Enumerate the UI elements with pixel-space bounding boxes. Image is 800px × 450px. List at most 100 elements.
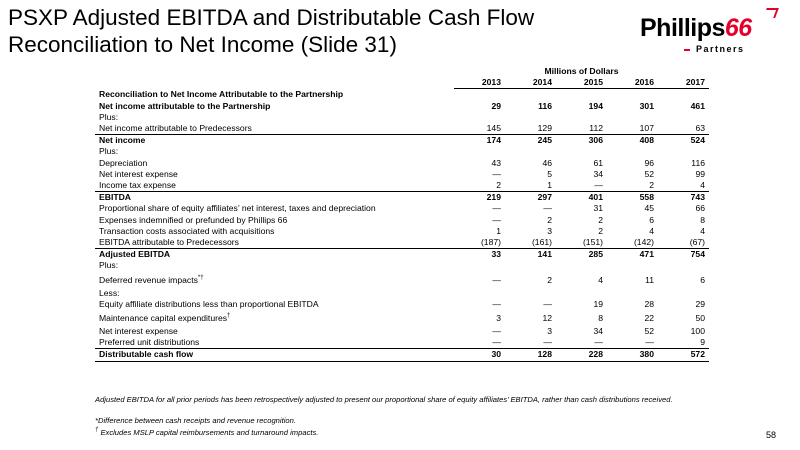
slide-title-line-1: PSXP Adjusted EBITDA and Distributable C… [8, 5, 535, 30]
cell-value: 572 [658, 348, 709, 362]
cell-value: — [492, 203, 501, 214]
table-row: Distributable cash flow 30 128 228 380 572 [95, 348, 709, 362]
cell-value: 8 [598, 313, 603, 324]
cell-value: 12 [542, 313, 552, 324]
table-row: Plus: [95, 146, 709, 157]
logo-subtitle: Partners [696, 44, 745, 54]
cell-value: — [594, 337, 603, 348]
cell-value [658, 146, 709, 157]
cell-value: — [492, 168, 501, 179]
cell-value: 29 [491, 100, 501, 111]
slide-title-line-2: Reconciliation to Net Income (Slide 31) [8, 32, 397, 57]
cell-value: 99 [695, 168, 705, 179]
cell-value: 401 [556, 191, 607, 204]
row-label-text: Plus: [99, 111, 119, 122]
cell-value: — [492, 298, 501, 309]
row-label: Reconciliation to Net Income Attributabl… [95, 89, 454, 101]
cell-value: 116 [538, 100, 552, 111]
cell-value: 107 [639, 123, 654, 133]
row-label: Plus: [95, 112, 454, 123]
table-row: Net income attributable to the Partnersh… [95, 101, 709, 112]
cell-value: 128 [505, 348, 556, 362]
year-header: 2013 [454, 77, 505, 90]
cell-value: 22 [644, 313, 654, 324]
cell-value: 141 [537, 249, 552, 260]
cell-value: 112 [589, 123, 603, 133]
cell-value: 301 [639, 100, 654, 111]
cell-value: 61 [593, 157, 603, 168]
cell-value [505, 288, 556, 299]
logo-wordmark: Phillips66 [640, 14, 752, 43]
row-label-text: Preferred unit distributions [99, 337, 200, 348]
row-label-text: Net income [99, 135, 146, 146]
row-label-text: Maintenance capital expenditures [99, 313, 228, 324]
cell-value [454, 146, 505, 157]
cell-value: 45 [644, 203, 654, 214]
cell-value: 34 [593, 168, 603, 179]
cell-value: (187) [454, 237, 505, 250]
row-label-text: Plus: [99, 146, 119, 157]
cell-value [556, 288, 607, 299]
cell-value [658, 89, 709, 101]
row-label-text: EBITDA [99, 192, 131, 203]
year-header: 2016 [607, 77, 658, 90]
cell-value: — [492, 274, 501, 285]
logo-accent-bar [684, 49, 690, 51]
table-row: Depreciation 43 46 61 96 116 [95, 158, 709, 169]
cell-value: 2 [547, 214, 552, 225]
footnote-maintenance-capex: † Excludes MSLP capital reimbursements a… [95, 427, 715, 439]
table-row: Net interest expense — 5 34 52 99 [95, 169, 709, 180]
cell-value: 28 [644, 298, 654, 309]
cell-value: 11 [645, 274, 654, 285]
cell-value: 228 [556, 348, 607, 362]
table-row: Maintenance capital expenditures† 3 12 8 22 5… [95, 310, 709, 326]
cell-value [454, 89, 505, 101]
page-number: 58 [766, 430, 777, 440]
cell-value: 116 [691, 157, 705, 168]
row-label: Income tax expense [95, 180, 454, 192]
logo-sixty-six: 66 [724, 14, 752, 42]
cell-value: 100 [690, 326, 705, 337]
cell-value: 19 [593, 298, 603, 309]
cell-value: 34 [593, 326, 603, 337]
cell-value: 9 [700, 337, 705, 348]
cell-value: 245 [505, 134, 556, 147]
logo-text: Phillips [640, 14, 725, 42]
cell-value: 297 [505, 191, 556, 204]
cell-value: 52 [644, 326, 654, 337]
cell-value [505, 260, 556, 271]
row-label-text: Less: [99, 287, 120, 298]
cell-value: 4 [700, 180, 705, 191]
cell-value [556, 146, 607, 157]
unit-header-row: Millions of Dollars [95, 66, 709, 77]
row-label-text: Deferred revenue impacts [99, 274, 198, 285]
row-label: Distributable cash flow [95, 348, 454, 362]
row-label: Net income [95, 134, 454, 147]
cell-value: — [594, 180, 603, 191]
cell-value: 8 [700, 214, 705, 225]
cell-value [556, 112, 607, 123]
row-label: Net income attributable to Predecessors [95, 123, 454, 135]
year-header: 2014 [505, 77, 556, 90]
footnote-marker: *† [197, 274, 204, 281]
table-row: Net interest expense — 3 34 52 100 [95, 326, 709, 337]
cell-value: 461 [690, 100, 705, 111]
row-label-text: Net income attributable to Predecessors [99, 123, 252, 133]
cell-value: 174 [454, 134, 505, 147]
cell-value: 3 [547, 225, 552, 236]
cell-value: 2 [598, 225, 603, 236]
row-label-text: Net interest expense [99, 326, 178, 337]
table-row: Preferred unit distributions — — — — 9 [95, 337, 709, 349]
cell-value: 194 [588, 100, 603, 111]
table-row: Reconciliation to Net Income Attributabl… [95, 89, 709, 101]
table-row: Expenses indemnified or prefunded by Phi… [95, 215, 709, 226]
footnote-marker: † [227, 313, 231, 320]
row-label-text: Plus: [99, 260, 119, 271]
footnote-text: Excludes MSLP capital reimbursements and… [98, 428, 319, 437]
row-label: EBITDA [95, 191, 454, 204]
cell-value: — [543, 298, 552, 309]
cell-value: 129 [537, 123, 552, 133]
cell-value [454, 288, 505, 299]
cell-value: 1 [496, 225, 501, 236]
cell-value: 2 [496, 180, 501, 191]
